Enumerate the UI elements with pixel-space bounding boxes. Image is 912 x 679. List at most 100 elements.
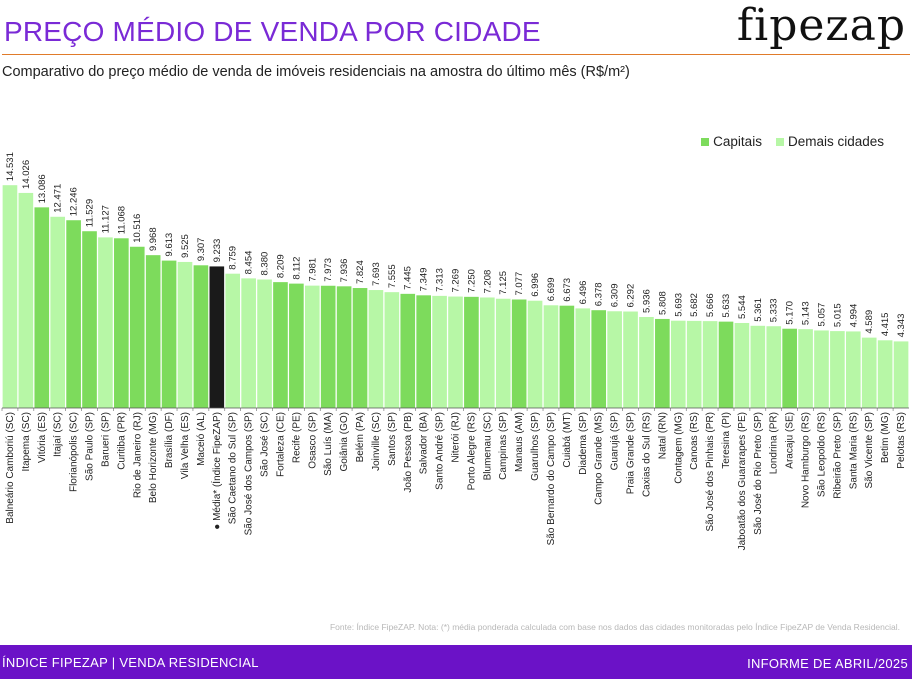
value-label-50: 5.143 bbox=[801, 301, 812, 325]
value-label-26: 7.349 bbox=[419, 268, 430, 292]
value-label-10: 9.613 bbox=[164, 233, 175, 257]
bar-44 bbox=[702, 321, 718, 408]
category-label-53: Santa Maria (RS) bbox=[848, 412, 859, 489]
chart-legend: Capitais Demais cidades bbox=[701, 134, 884, 149]
value-label-1: 14.026 bbox=[21, 160, 32, 189]
category-label-51: São Leopoldo (RS) bbox=[816, 412, 827, 497]
value-label-16: 8.380 bbox=[260, 252, 271, 276]
bar-30 bbox=[480, 297, 495, 408]
value-label-38: 6.309 bbox=[610, 283, 621, 307]
category-label-47: São José do Rio Preto (SP) bbox=[753, 412, 764, 535]
bar-24 bbox=[384, 292, 400, 408]
category-label-49: Aracaju (SE) bbox=[785, 412, 796, 469]
value-label-8: 10.516 bbox=[132, 214, 143, 243]
bar-41 bbox=[655, 318, 670, 408]
category-label-24: Santos (SP) bbox=[387, 412, 398, 466]
bar-0 bbox=[2, 185, 18, 408]
legend-item-others: Demais cidades bbox=[775, 134, 884, 149]
category-label-6: Barueri (SP) bbox=[100, 412, 111, 467]
value-label-3: 12.471 bbox=[53, 184, 64, 213]
category-label-34: São Bernardo do Campo (SP) bbox=[546, 412, 557, 545]
category-label-16: São José (SC) bbox=[260, 412, 271, 477]
category-label-9: Belo Horizonte (MG) bbox=[148, 412, 159, 503]
value-label-42: 5.693 bbox=[673, 293, 684, 317]
value-label-43: 5.682 bbox=[689, 293, 700, 317]
category-label-29: Porto Alegre (RS) bbox=[466, 412, 477, 490]
bar-47 bbox=[750, 325, 766, 408]
value-label-36: 6.496 bbox=[578, 281, 589, 305]
value-label-41: 5.808 bbox=[657, 291, 668, 315]
value-label-22: 7.824 bbox=[355, 260, 366, 284]
bar-27 bbox=[432, 295, 447, 408]
bar-48 bbox=[766, 326, 782, 408]
category-label-36: Diadema (SP) bbox=[578, 412, 589, 475]
legend-label-capitals: Capitais bbox=[713, 134, 762, 149]
page-title: PREÇO MÉDIO DE VENDA POR CIDADE bbox=[4, 16, 541, 47]
bar-18 bbox=[289, 283, 304, 408]
value-label-19: 7.981 bbox=[307, 258, 318, 282]
category-label-0: Balneário Camboriú (SC) bbox=[5, 412, 16, 524]
bar-22 bbox=[352, 288, 368, 408]
value-label-27: 7.313 bbox=[435, 268, 446, 292]
bar-38 bbox=[607, 311, 622, 408]
bar-7 bbox=[114, 238, 129, 408]
value-label-13: 9.233 bbox=[212, 239, 223, 263]
bar-56 bbox=[893, 341, 909, 408]
category-label-21: Goiânia (GO) bbox=[339, 412, 350, 471]
category-label-17: Fortaleza (CE) bbox=[275, 412, 286, 477]
bar-35 bbox=[559, 305, 575, 408]
value-label-23: 7.693 bbox=[371, 262, 382, 286]
value-label-25: 7.445 bbox=[403, 266, 414, 290]
category-label-20: São Luís (MA) bbox=[323, 412, 334, 476]
source-footnote: Fonte: Índice FipeZAP. Nota: (*) média p… bbox=[329, 622, 900, 632]
category-label-46: Jaboatão dos Guararapes (PE) bbox=[737, 412, 748, 550]
title-divider bbox=[2, 54, 910, 55]
bar-45 bbox=[718, 321, 734, 408]
legend-swatch-others bbox=[775, 137, 784, 146]
value-label-40: 5.936 bbox=[641, 289, 652, 313]
value-label-9: 9.968 bbox=[148, 227, 159, 251]
bar-12 bbox=[193, 265, 209, 408]
value-label-54: 4.589 bbox=[864, 310, 875, 334]
bar-46 bbox=[734, 322, 750, 408]
value-label-18: 8.112 bbox=[291, 257, 302, 280]
value-label-11: 9.525 bbox=[180, 234, 191, 258]
bar-51 bbox=[814, 330, 829, 408]
value-label-2: 13.086 bbox=[37, 174, 48, 203]
value-label-32: 7.077 bbox=[514, 272, 525, 296]
value-label-28: 7.269 bbox=[451, 269, 462, 293]
category-label-7: Curitiba (PR) bbox=[116, 412, 127, 470]
bar-50 bbox=[798, 329, 813, 408]
category-label-2: Vitória (ES) bbox=[37, 412, 48, 463]
bar-37 bbox=[591, 310, 607, 408]
bar-25 bbox=[400, 293, 416, 408]
bar-33 bbox=[527, 300, 543, 408]
category-label-30: Blumenau (SC) bbox=[482, 412, 493, 480]
bar-53 bbox=[845, 331, 861, 408]
bar-26 bbox=[416, 295, 431, 408]
category-label-38: Guarujá (SP) bbox=[610, 412, 621, 470]
category-label-26: Salvador (BA) bbox=[419, 412, 430, 474]
category-label-25: João Pessoa (PB) bbox=[403, 412, 414, 493]
category-label-10: Brasília (DF) bbox=[164, 412, 175, 468]
bar-36 bbox=[575, 308, 591, 408]
value-label-12: 9.307 bbox=[196, 238, 207, 262]
bar-21 bbox=[336, 286, 352, 408]
category-label-41: Natal (RN) bbox=[657, 412, 668, 459]
category-label-35: Cuiabá (MT) bbox=[562, 412, 573, 468]
bar-23 bbox=[368, 290, 384, 408]
bar-40 bbox=[639, 316, 654, 408]
bar-28 bbox=[448, 296, 463, 408]
chart-subtitle: Comparativo do preço médio de venda de i… bbox=[2, 64, 630, 80]
bar-15 bbox=[241, 278, 256, 408]
category-label-39: Praia Grande (SP) bbox=[626, 412, 637, 494]
category-label-50: Novo Hamburgo (RS) bbox=[801, 412, 812, 508]
value-label-24: 7.555 bbox=[387, 264, 398, 288]
bar-13 bbox=[209, 266, 225, 408]
footer-index-label: ÍNDICE FIPEZAP | VENDA RESIDENCIAL bbox=[2, 655, 259, 670]
bar-34 bbox=[543, 305, 559, 408]
value-label-52: 5.015 bbox=[832, 303, 843, 327]
value-label-6: 11.127 bbox=[100, 205, 111, 233]
category-label-28: Niterói (RJ) bbox=[451, 412, 462, 463]
category-label-19: Osasco (SP) bbox=[307, 412, 318, 469]
